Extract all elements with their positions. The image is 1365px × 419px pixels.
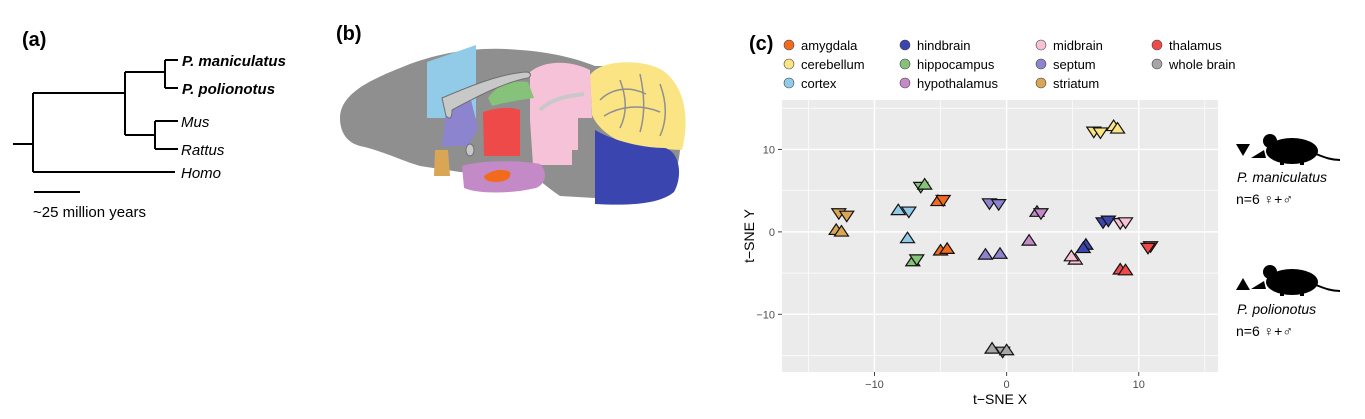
phylogenetic-tree (13, 59, 178, 193)
mouse-silhouette-icon (1251, 265, 1341, 296)
panel-c-label: (c) (749, 33, 773, 55)
panel-b: (b) (336, 23, 686, 205)
taxon-mus: Mus (181, 114, 210, 131)
point-cerebellum-up (1109, 121, 1126, 134)
taxon-homo: Homo (181, 165, 221, 182)
scale-bar-label: ~25 million years (33, 204, 146, 221)
legend-swatch-whole-brain (1151, 58, 1163, 70)
legend-swatch-hindbrain (899, 39, 911, 51)
point-hippocampus-up (916, 177, 933, 190)
legend-label-hippocampus: hippocampus (917, 57, 995, 72)
species-n-maniculatus: n=6 ♀+♂ (1236, 191, 1293, 207)
taxon-p-maniculatus: P. maniculatus (182, 53, 286, 70)
legend-swatch-thalamus (1151, 39, 1163, 51)
legend-swatch-hypothalamus (899, 77, 911, 89)
legend-swatch-striatum (1035, 77, 1047, 89)
panel-b-label: (b) (336, 23, 362, 45)
legend-label-cortex: cortex (801, 76, 837, 91)
point-cortex-down (900, 206, 917, 219)
legend-swatch-septum (1035, 58, 1047, 70)
y-tick-label: 0 (769, 227, 775, 239)
point-septum-up (991, 246, 1009, 259)
point-septum-down (990, 199, 1007, 212)
point-whole-brain-up (998, 343, 1015, 356)
legend-label-thalamus: thalamus (1169, 38, 1222, 53)
panel-a-label: (a) (22, 29, 46, 51)
brain-ventricle (441, 71, 531, 119)
species-n-polionotus: n=6 ♀+♂ (1236, 323, 1293, 339)
legend-label-septum: septum (1053, 57, 1096, 72)
legend-swatch-cortex (783, 77, 795, 89)
legend-swatch-hippocampus (899, 58, 911, 70)
point-hindbrain-up (1075, 240, 1092, 254)
point-cortex-up (890, 203, 907, 216)
species-name-maniculatus: P. maniculatus (1237, 169, 1327, 185)
point-hypothalamus-up (1020, 233, 1038, 246)
point-hippocampus-down (908, 254, 925, 267)
scatter-points (828, 118, 1159, 359)
brain-region-midbrain (530, 62, 592, 165)
point-cerebellum-down (1092, 127, 1109, 140)
legend-label-cerebellum: cerebellum (801, 57, 865, 72)
down-triangle-icon (1236, 144, 1250, 156)
species-key-maniculatus: P. maniculatus n=6 ♀+♂ (1236, 134, 1341, 207)
brain-region-thalamus (483, 107, 520, 156)
plot-grid (782, 100, 1218, 372)
species-name-polionotus: P. polionotus (1237, 301, 1316, 317)
cerebellum-folia (599, 73, 666, 137)
point-amygdala-up (939, 241, 956, 254)
brain-aqueduct (538, 92, 585, 112)
legend-label-striatum: striatum (1053, 76, 1099, 91)
x-tick-label: −10 (865, 379, 884, 391)
brain-region-hippocampus (488, 81, 534, 106)
legend-label-hypothalamus: hypothalamus (917, 76, 998, 91)
legend: amygdala cerebellum cortex hindbrain hippoca… (783, 38, 1236, 91)
legend-label-amygdala: amygdala (801, 38, 858, 53)
point-hypothalamus-down (1032, 208, 1050, 221)
panel-a: (a) P. maniculatus P. polionotus Mus Rat… (13, 29, 286, 221)
mouse-silhouette-icon (1251, 134, 1341, 165)
taxon-p-polionotus: P. polionotus (182, 81, 275, 98)
y-axis-label: t−SNE Y (741, 208, 757, 262)
axis-ticks: −10 0 10 −10 0 10 (756, 144, 1145, 391)
point-striatum-up (833, 224, 850, 237)
legend-label-midbrain: midbrain (1053, 38, 1103, 53)
taxon-rattus: Rattus (181, 142, 225, 159)
brain-anterior-commissure (465, 143, 475, 157)
legend-label-whole-brain: whole brain (1168, 57, 1236, 72)
point-midbrain-down (1117, 217, 1134, 230)
point-midbrain-up (1063, 249, 1080, 262)
species-key-polionotus: P. polionotus n=6 ♀+♂ (1236, 265, 1341, 339)
brain-region-striatum (434, 150, 450, 176)
brain-region-cerebellum (590, 62, 686, 150)
panel-c: (c) amygdala cerebellum cortex hindbrain hip… (741, 33, 1341, 407)
point-septum-up (977, 247, 994, 260)
up-triangle-icon (1236, 278, 1250, 290)
point-striatum-down (838, 210, 855, 223)
brain-region-hindbrain (595, 130, 680, 205)
x-tick-label: 0 (1004, 379, 1010, 391)
x-axis-label: t−SNE X (973, 391, 1028, 407)
brain-schematic (340, 45, 686, 205)
point-thalamus-down (1139, 242, 1157, 255)
point-amygdala-down (935, 194, 952, 208)
x-tick-label: 10 (1133, 379, 1145, 391)
legend-swatch-amygdala (783, 39, 795, 51)
legend-swatch-midbrain (1035, 39, 1047, 51)
y-tick-label: −10 (756, 309, 775, 321)
point-hindbrain-down (1100, 215, 1117, 228)
legend-swatch-cerebellum (783, 58, 795, 70)
point-cortex-up (899, 231, 916, 244)
plot-background (782, 100, 1218, 372)
legend-label-hindbrain: hindbrain (917, 38, 971, 53)
point-thalamus-up (1117, 263, 1134, 276)
y-tick-label: 10 (763, 144, 775, 156)
brain-region-amygdala (484, 169, 511, 182)
